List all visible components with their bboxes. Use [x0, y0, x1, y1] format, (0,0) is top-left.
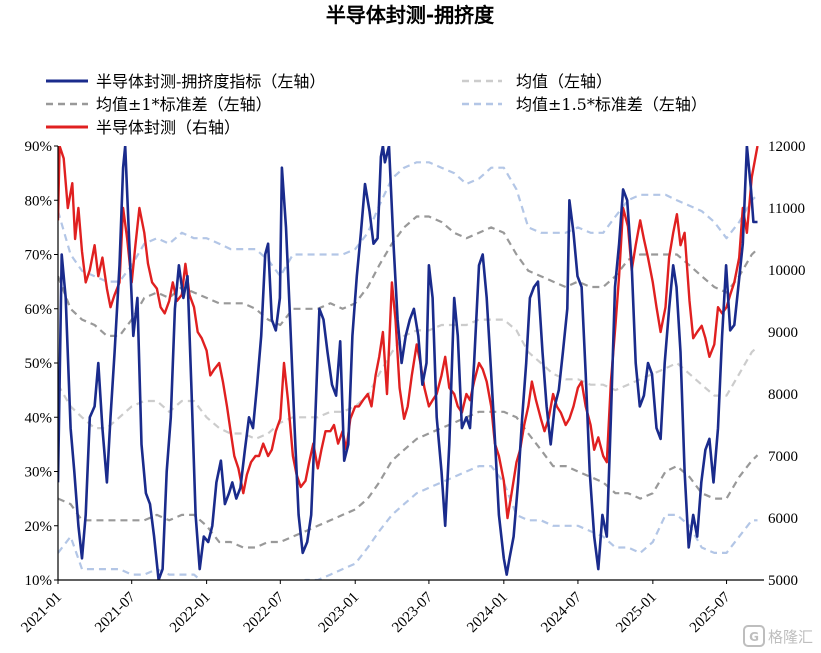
- legend: 半导体封测-拥挤度指标（左轴） 均值（左轴） 均值±1*标准差（左轴） 均值±1…: [46, 72, 707, 137]
- y-right-tick-label: 8000: [768, 387, 798, 403]
- watermark-logo-icon: [743, 625, 765, 647]
- x-tick-label: 2021-01: [18, 589, 65, 636]
- watermark-logo-glyph: G: [749, 630, 759, 644]
- x-tick-label: 2024-01: [464, 589, 511, 636]
- y-left-tick-label: 30%: [25, 465, 53, 481]
- x-tick-label: 2023-01: [316, 589, 363, 636]
- legend-item-mean: 均值（左轴）: [462, 72, 612, 91]
- series-line-band15-upper: [58, 161, 759, 283]
- y-left-tick-label: 80%: [25, 193, 53, 209]
- y-left-tick-label: 60%: [25, 302, 53, 318]
- y-left-tick-label: 70%: [25, 248, 53, 264]
- chart-title: 半导体封测-拥挤度: [326, 3, 495, 27]
- series-layer: [58, 146, 759, 580]
- y-left-tick-label: 20%: [25, 519, 53, 535]
- x-tick-label: 2023-07: [389, 589, 436, 636]
- y-left-tick-label: 50%: [25, 356, 53, 372]
- legend-label-index: 半导体封测（右轴）: [96, 118, 240, 137]
- legend-item-band15: 均值±1.5*标准差（左轴）: [462, 95, 707, 114]
- y-right-tick-label: 11000: [768, 201, 805, 217]
- y-left-tick-label: 40%: [25, 410, 53, 426]
- x-tick-label: 2025-01: [613, 589, 660, 636]
- x-tick-label: 2025-07: [687, 589, 734, 636]
- y-right-tick-label: 12000: [768, 139, 806, 155]
- legend-item-crowding: 半导体封测-拥挤度指标（左轴）: [46, 72, 325, 91]
- legend-label-band15: 均值±1.5*标准差（左轴）: [516, 95, 707, 114]
- watermark: G 格隆汇: [743, 625, 813, 647]
- watermark-text: 格隆汇: [768, 628, 813, 646]
- y-right-tick-label: 6000: [768, 511, 798, 527]
- x-tick-label: 2022-01: [167, 589, 214, 636]
- y-right-tick-label: 7000: [768, 449, 798, 465]
- x-tick-label: 2024-07: [538, 589, 585, 636]
- legend-item-index: 半导体封测（右轴）: [46, 118, 240, 137]
- x-tick-label: 2022-07: [241, 589, 288, 636]
- legend-label-band1: 均值±1*标准差（左轴）: [96, 95, 272, 114]
- legend-label-crowding: 半导体封测-拥挤度指标（左轴）: [96, 72, 325, 91]
- y-left-tick-label: 90%: [25, 139, 53, 155]
- axes: 10% 20% 30% 40% 50% 60% 70% 80% 90% 5000 6000 7000 8…: [18, 139, 805, 636]
- series-line-band1-lower: [58, 410, 759, 549]
- y-left-tick-label: 10%: [25, 573, 53, 589]
- y-right-tick-label: 5000: [768, 573, 798, 589]
- x-tick-label: 2021-07: [92, 589, 139, 636]
- legend-label-mean: 均值（左轴）: [516, 72, 612, 91]
- legend-item-band1: 均值±1*标准差（左轴）: [46, 95, 272, 114]
- y-right-tick-label: 9000: [768, 325, 798, 341]
- series-line-crowding: [58, 146, 758, 580]
- y-right-tick-label: 10000: [768, 263, 806, 279]
- series-line-index: [58, 146, 759, 520]
